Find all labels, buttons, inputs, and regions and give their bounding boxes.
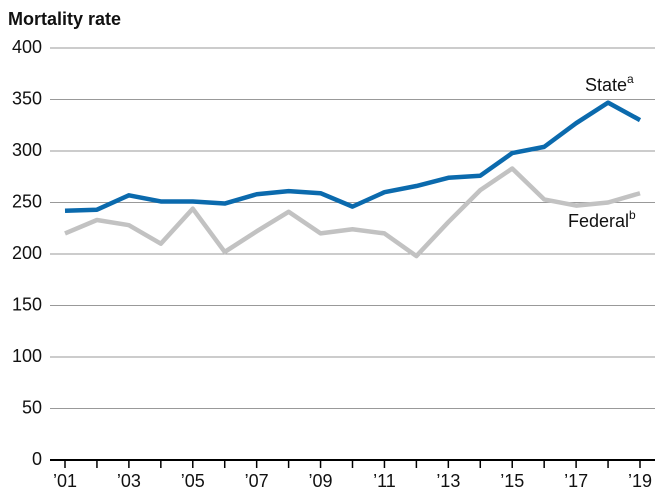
x-tick-label: ’13 [436,471,460,491]
legend-label: Federalb [568,208,636,231]
legend-footnote: a [627,72,634,86]
y-tick-label: 150 [12,294,42,314]
y-tick-label: 250 [12,191,42,211]
chart-title: Mortality rate [8,9,121,29]
line-series [64,100,642,213]
x-tick-label: ’07 [245,471,269,491]
y-tick-label: 50 [22,397,42,417]
x-tick-label: ’19 [628,471,652,491]
legend-name: State [585,75,627,95]
x-tick-label: ’17 [564,471,588,491]
x-tick-label: ’11 [373,471,396,491]
legend-label: Statea [585,72,634,95]
y-tick-label: 300 [12,140,42,160]
y-tick-label: 400 [12,37,42,57]
legend-name: Federal [568,211,629,231]
x-tick-label: ’05 [181,471,205,491]
legend-footnote: b [629,208,636,222]
y-tick-label: 0 [32,449,42,469]
line-series [64,166,641,259]
x-tick-label: ’15 [500,471,524,491]
x-tick-label: ’01 [53,471,77,491]
y-tick-label: 350 [12,88,42,108]
x-tick-label: ’09 [309,471,333,491]
y-tick-label: 100 [12,346,42,366]
y-tick-label: 200 [12,243,42,263]
x-tick-label: ’03 [117,471,141,491]
